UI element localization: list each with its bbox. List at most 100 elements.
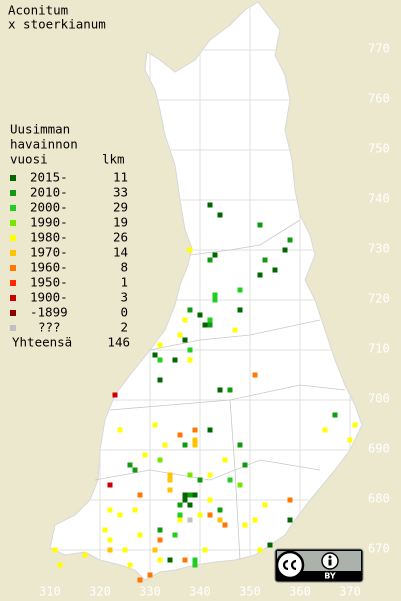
region-borders xyxy=(94,219,346,561)
legend-heading: vuosi xyxy=(10,152,48,167)
observation-square xyxy=(52,547,58,553)
observation-square xyxy=(207,322,213,328)
observation-square xyxy=(347,437,353,443)
legend-total-label: Yhteensä xyxy=(12,335,72,350)
observation-square xyxy=(207,317,213,323)
observation-square xyxy=(107,507,113,513)
y-tick-label: 770 xyxy=(368,42,390,56)
legend-label: ??? xyxy=(38,320,61,335)
observation-square xyxy=(202,547,208,553)
observation-square xyxy=(152,547,158,553)
observation-square xyxy=(262,257,268,263)
observation-square xyxy=(187,357,193,363)
observation-square xyxy=(187,502,193,508)
observation-square xyxy=(192,557,198,563)
legend-label: -1899 xyxy=(30,305,68,320)
y-tick-label: 760 xyxy=(368,92,390,106)
y-tick-label: 680 xyxy=(368,492,390,506)
observation-square xyxy=(192,442,198,448)
observation-square xyxy=(182,497,188,503)
observation-square xyxy=(192,437,198,443)
observation-square xyxy=(207,257,213,263)
observation-square xyxy=(157,537,163,543)
observation-square xyxy=(117,512,123,518)
observation-square xyxy=(257,272,263,278)
y-tick-label: 730 xyxy=(368,242,390,256)
observation-square xyxy=(212,252,218,258)
observation-square xyxy=(242,522,248,528)
observation-square xyxy=(187,307,193,313)
observation-square xyxy=(202,322,208,328)
observation-square xyxy=(152,422,158,428)
observation-square xyxy=(177,502,183,508)
observation-square xyxy=(132,507,138,513)
cc-letters xyxy=(282,559,297,571)
observation-square xyxy=(187,517,193,523)
observation-square xyxy=(192,427,198,433)
legend-total: 146 xyxy=(107,335,130,350)
legend-label: 1960- xyxy=(30,260,68,275)
observation-square xyxy=(157,527,163,533)
observation-square xyxy=(322,427,328,433)
observation-square xyxy=(172,532,178,538)
legend-count: 8 xyxy=(120,260,128,275)
observation-square xyxy=(182,317,188,323)
observation-square xyxy=(182,442,188,448)
legend-swatch xyxy=(10,205,16,211)
legend-label: 1970- xyxy=(30,245,68,260)
x-tick-label: 360 xyxy=(289,585,311,599)
observation-square xyxy=(257,222,263,228)
observation-square xyxy=(112,392,118,398)
y-tick-label: 690 xyxy=(368,442,390,456)
observation-square xyxy=(217,517,223,523)
y-tick-label: 720 xyxy=(368,292,390,306)
observation-square xyxy=(332,412,338,418)
observation-square xyxy=(262,502,268,508)
observation-square xyxy=(172,357,178,363)
observation-square xyxy=(117,427,123,433)
legend-heading: Uusimman xyxy=(10,122,70,137)
observation-square xyxy=(237,307,243,313)
observation-square xyxy=(157,357,163,363)
legend-swatch xyxy=(10,250,16,256)
observations xyxy=(52,202,358,583)
legend-swatch xyxy=(10,280,16,286)
observation-square xyxy=(157,457,163,463)
legend-swatch xyxy=(10,310,16,316)
observation-square xyxy=(147,572,153,578)
observation-square xyxy=(287,237,293,243)
legend-count: 14 xyxy=(113,245,128,260)
observation-square xyxy=(102,527,108,533)
y-tick-label: 740 xyxy=(368,192,390,206)
observation-square xyxy=(227,387,233,393)
observation-square xyxy=(107,547,113,553)
cc-icon xyxy=(275,550,305,580)
observation-square xyxy=(82,552,88,558)
observation-square xyxy=(187,247,193,253)
observation-square xyxy=(187,347,193,353)
legend-label: 1990- xyxy=(30,215,68,230)
by-icon-body xyxy=(328,559,332,566)
country-outline xyxy=(49,1,363,581)
observation-square xyxy=(237,482,243,488)
observation-square xyxy=(222,522,228,528)
observation-square xyxy=(207,472,213,478)
observation-square xyxy=(282,247,288,253)
observation-square xyxy=(212,297,218,303)
observation-square xyxy=(162,442,168,448)
observation-square xyxy=(177,517,183,523)
y-tick-label: 710 xyxy=(368,342,390,356)
legend-swatch xyxy=(10,190,16,196)
legend-label: 2010- xyxy=(30,185,68,200)
observation-square xyxy=(192,492,198,498)
legend-count: 1 xyxy=(120,275,128,290)
observation-square xyxy=(352,422,358,428)
observation-square xyxy=(57,562,63,568)
legend-count: 33 xyxy=(113,185,128,200)
observation-square xyxy=(252,517,258,523)
observation-square xyxy=(122,547,128,553)
license-badge: BY xyxy=(274,548,364,583)
legend: 2015- 11 2010- 33 2000- 29 1990- 19 1980- 26 1970-… xyxy=(10,170,128,335)
